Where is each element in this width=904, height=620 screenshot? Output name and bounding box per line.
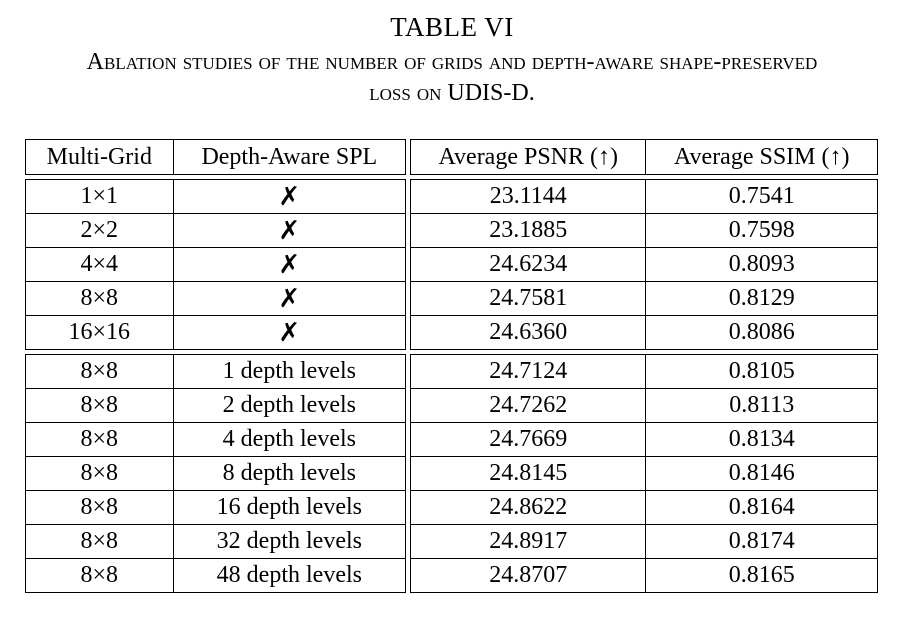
cell-multi-grid: 2×2 [25,213,174,248]
cell-average-psnr: 24.7262 [410,388,647,423]
table-row: 8×8 ✗ 24.7581 0.8129 [25,281,878,316]
cell-average-ssim: 0.8086 [645,315,878,350]
cross-mark-icon: ✗ [172,247,407,282]
cell-average-ssim: 0.8093 [645,247,878,282]
cell-multi-grid: 8×8 [25,558,174,593]
cell-depth-aware-spl: 16 depth levels [172,490,407,525]
cell-average-ssim: 0.8113 [645,388,878,423]
cell-average-ssim: 0.7598 [645,213,878,248]
cross-mark-icon: ✗ [172,315,407,350]
cell-average-psnr: 23.1885 [410,213,647,248]
table-row: 4×4 ✗ 24.6234 0.8093 [25,247,878,282]
cell-average-ssim: 0.8146 [645,456,878,491]
cell-average-psnr: 24.8917 [410,524,647,559]
cell-multi-grid: 8×8 [25,388,174,423]
cell-multi-grid: 8×8 [25,422,174,457]
cell-average-psnr: 23.1144 [410,179,647,214]
cell-average-psnr: 24.8622 [410,490,647,525]
table-row: 8×8 4 depth levels 24.7669 0.8134 [25,422,878,457]
cell-average-psnr: 24.6234 [410,247,647,282]
header-row: Multi-Grid Depth-Aware SPL Average PSNR … [25,139,878,175]
cell-multi-grid: 8×8 [25,490,174,525]
cell-multi-grid: 8×8 [25,281,174,316]
table-label: TABLE VI [390,12,514,42]
cell-depth-aware-spl: 48 depth levels [172,558,407,593]
cell-multi-grid: 8×8 [25,354,174,389]
cross-mark-icon: ✗ [172,179,407,214]
table-row: 8×8 32 depth levels 24.8917 0.8174 [25,524,878,559]
table-row: 8×8 16 depth levels 24.8622 0.8164 [25,490,878,525]
table-caption: Ablation studies of the number of grids … [0,47,904,109]
cell-depth-aware-spl: 8 depth levels [172,456,407,491]
ablation-table: Multi-Grid Depth-Aware SPL Average PSNR … [25,139,878,593]
table-row: 8×8 8 depth levels 24.8145 0.8146 [25,456,878,491]
cell-average-ssim: 0.8164 [645,490,878,525]
cell-depth-aware-spl: 1 depth levels [172,354,407,389]
table-row: 2×2 ✗ 23.1885 0.7598 [25,213,878,248]
cross-mark-icon: ✗ [172,281,407,316]
cell-average-psnr: 24.7124 [410,354,647,389]
table-row: 8×8 1 depth levels 24.7124 0.8105 [25,354,878,389]
header-average-ssim: Average SSIM (↑) [645,139,878,175]
cell-multi-grid: 8×8 [25,456,174,491]
table-row: 1×1 ✗ 23.1144 0.7541 [25,179,878,214]
cell-multi-grid: 8×8 [25,524,174,559]
cell-average-psnr: 24.7581 [410,281,647,316]
cell-average-ssim: 0.8129 [645,281,878,316]
table-row: 8×8 48 depth levels 24.8707 0.8165 [25,558,878,593]
table-row: 16×16 ✗ 24.6360 0.8086 [25,315,878,350]
cell-average-ssim: 0.8174 [645,524,878,559]
cell-average-psnr: 24.8707 [410,558,647,593]
caption-line-2: loss on UDIS-D. [369,80,535,106]
header-average-psnr: Average PSNR (↑) [410,139,647,175]
cell-depth-aware-spl: 4 depth levels [172,422,407,457]
cell-average-ssim: 0.8165 [645,558,878,593]
cell-multi-grid: 1×1 [25,179,174,214]
cell-depth-aware-spl: 32 depth levels [172,524,407,559]
header-depth-aware-spl: Depth-Aware SPL [172,139,407,175]
header-multi-grid: Multi-Grid [25,139,174,175]
cell-average-psnr: 24.6360 [410,315,647,350]
caption-line-1: Ablation studies of the number of grids … [86,49,818,75]
cell-average-ssim: 0.8105 [645,354,878,389]
cell-depth-aware-spl: 2 depth levels [172,388,407,423]
cell-average-psnr: 24.8145 [410,456,647,491]
cell-multi-grid: 16×16 [25,315,174,350]
cross-mark-icon: ✗ [172,213,407,248]
cell-average-ssim: 0.7541 [645,179,878,214]
cell-average-ssim: 0.8134 [645,422,878,457]
cell-average-psnr: 24.7669 [410,422,647,457]
table-body: 1×1 ✗ 23.1144 0.7541 2×2 ✗ 23.1885 0.7598 4×4 ✗ 24… [25,174,878,593]
table-row: 8×8 2 depth levels 24.7262 0.8113 [25,388,878,423]
cell-multi-grid: 4×4 [25,247,174,282]
